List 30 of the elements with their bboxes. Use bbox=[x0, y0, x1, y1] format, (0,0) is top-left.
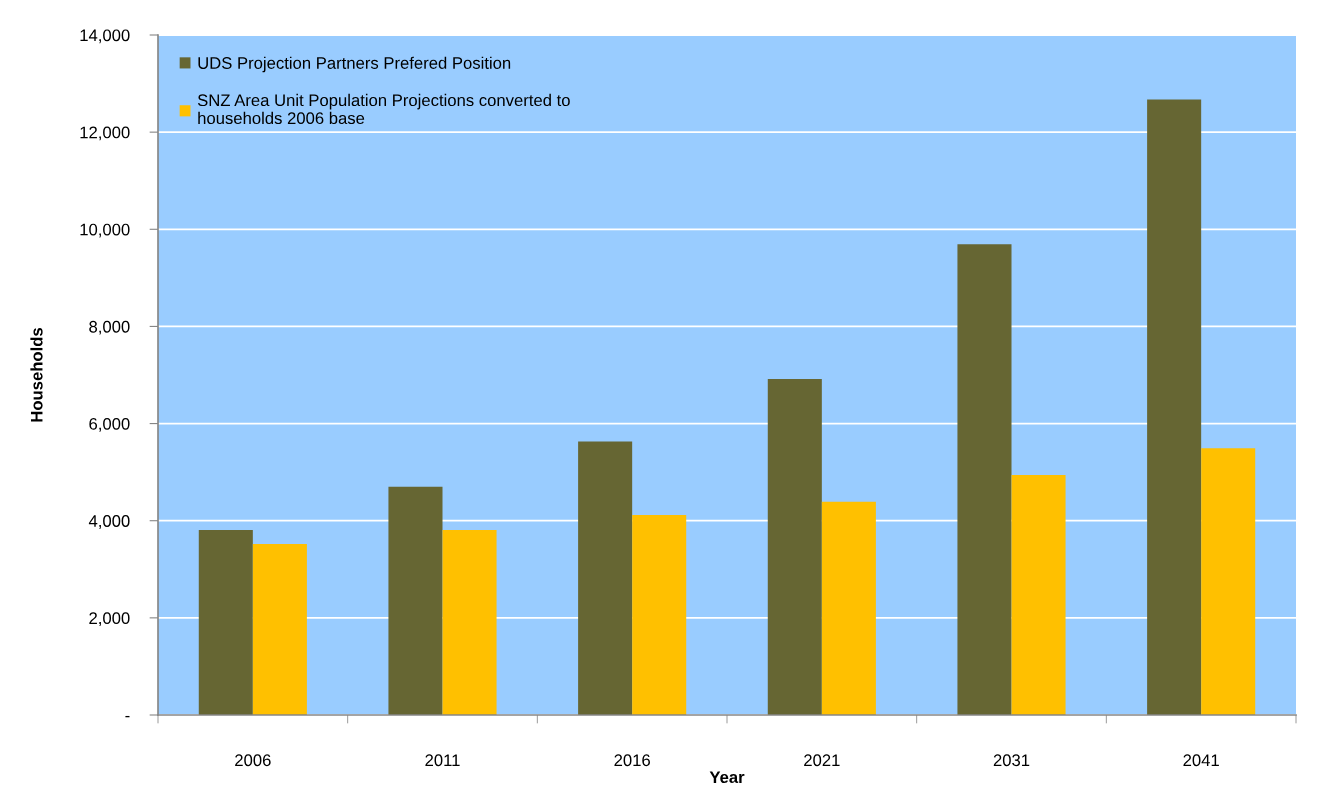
y-tick-label: 4,000 bbox=[88, 515, 130, 529]
bar bbox=[198, 529, 253, 715]
bar bbox=[252, 544, 307, 715]
x-tick-label: 2016 bbox=[614, 754, 650, 767]
x-tick-label: 2031 bbox=[993, 754, 1030, 767]
bar bbox=[1011, 475, 1066, 715]
y-tick-label: 8,000 bbox=[89, 320, 130, 335]
legend-label: SNZ Area Unit Population Projections converted to households 2006 base bbox=[197, 93, 570, 125]
x-axis-title: Year bbox=[709, 771, 745, 784]
bar bbox=[442, 529, 497, 715]
y-tick-label: 14,000 bbox=[80, 29, 130, 44]
y-axis-title: Households bbox=[30, 327, 43, 422]
y-tick-label: 12,000 bbox=[80, 126, 130, 141]
bar bbox=[632, 514, 687, 715]
bar bbox=[957, 244, 1012, 715]
y-tick-label: 2,000 bbox=[89, 612, 130, 627]
legend-label: UDS Projection Partners Prefered Position bbox=[198, 56, 511, 73]
x-tick-label: 2041 bbox=[1183, 754, 1219, 767]
bar bbox=[1201, 448, 1256, 715]
bar bbox=[767, 378, 822, 715]
y-tick-label: 6,000 bbox=[89, 417, 130, 432]
bar bbox=[388, 486, 443, 715]
bar bbox=[821, 501, 876, 715]
y-tick-label: 10,000 bbox=[80, 223, 130, 238]
bar bbox=[578, 441, 633, 715]
x-tick-label: 2021 bbox=[804, 754, 840, 767]
x-tick-label: 2011 bbox=[425, 754, 460, 767]
x-tick-label: 2006 bbox=[235, 754, 271, 767]
y-tick-label: - bbox=[125, 715, 130, 718]
bar bbox=[1147, 99, 1202, 715]
